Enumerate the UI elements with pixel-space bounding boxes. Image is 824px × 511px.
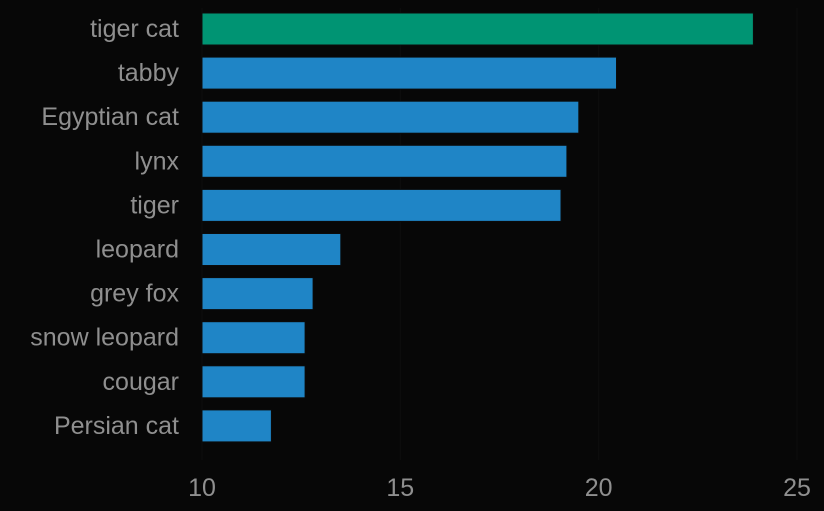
category-label: tabby [118, 59, 180, 87]
category-label: tiger cat [90, 15, 179, 43]
bar-persian-cat [201, 409, 272, 443]
bar-tabby [201, 56, 617, 90]
bar-snow-leopard [201, 321, 306, 355]
category-label: Egyptian cat [41, 103, 179, 131]
bar-egyptian-cat [201, 100, 580, 134]
category-label: cougar [103, 368, 179, 396]
x-tick-label: 15 [386, 474, 414, 502]
category-label: snow leopard [30, 324, 179, 352]
category-label: tiger [130, 191, 179, 219]
x-axis-tick-labels: 10 15 20 25 [188, 474, 811, 502]
bars [201, 12, 754, 443]
bar-tiger-cat [201, 12, 754, 46]
x-tick-label: 10 [188, 474, 216, 502]
bar-leopard [201, 233, 342, 266]
bar-grey-fox [201, 277, 314, 311]
category-labels: tiger cat tabby Egyptian cat lynx tiger leopa… [30, 15, 179, 440]
x-tick-label: 25 [783, 474, 811, 502]
category-label: Persian cat [54, 412, 179, 440]
bar-cougar [201, 365, 306, 399]
bar-tiger [201, 188, 562, 222]
category-label: grey fox [90, 280, 179, 308]
bar-lynx [201, 144, 568, 178]
category-label: lynx [135, 147, 180, 175]
category-label: leopard [96, 236, 179, 264]
x-tick-label: 20 [585, 474, 613, 502]
